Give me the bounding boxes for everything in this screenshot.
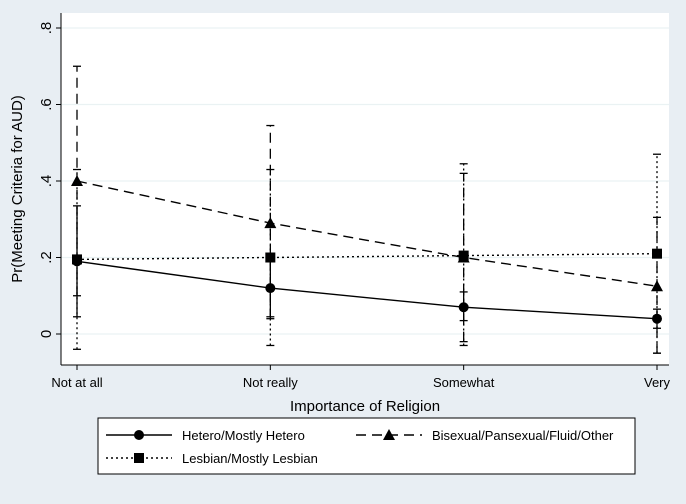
y-tick-label: 0 [38, 330, 55, 338]
data-point [651, 280, 663, 292]
x-tick-label: Not at all [51, 375, 102, 390]
series-lines [76, 180, 658, 320]
legend-label: Hetero/Mostly Hetero [182, 428, 305, 443]
legend-item: Bisexual/Pansexual/Fluid/Other [356, 428, 614, 443]
error-bar [73, 168, 81, 350]
grid [61, 27, 669, 335]
series-line [76, 180, 658, 287]
x-tick-label: Somewhat [433, 375, 495, 390]
data-point [458, 250, 469, 261]
series-line [76, 260, 658, 320]
legend-item: Hetero/Mostly Hetero [106, 428, 305, 443]
data-point [72, 254, 82, 265]
series-line [76, 252, 658, 261]
legend: Hetero/Mostly Hetero Bisexual/Pansexual/F… [97, 417, 636, 475]
data-point [265, 252, 276, 263]
axes: 0 .2 .4 .6 .8 Not at all Not really Somewhat Ver… [38, 13, 671, 390]
data-point [652, 248, 662, 259]
error-bar [266, 168, 275, 347]
legend-marker [134, 430, 144, 440]
y-tick-label: .6 [38, 98, 55, 111]
x-tick-label: Very [644, 375, 671, 390]
data-point [264, 217, 277, 229]
y-tick-label: .4 [38, 175, 55, 188]
legend-marker [134, 453, 144, 463]
error-bar [653, 153, 661, 354]
legend-box [97, 417, 636, 475]
legend-label: Bisexual/Pansexual/Fluid/Other [432, 428, 614, 443]
plot-area [61, 13, 669, 365]
y-axis-title: Pr(Meeting Criteria for AUD) [9, 95, 26, 283]
series-markers [71, 175, 663, 324]
legend-label: Lesbian/Mostly Lesbian [182, 451, 318, 466]
data-point [265, 283, 276, 294]
x-axis-title: Importance of Religion [290, 398, 440, 415]
legend-item: Lesbian/Mostly Lesbian [106, 451, 318, 466]
data-point [652, 313, 662, 324]
legend-marker [383, 429, 395, 440]
data-point [71, 175, 83, 186]
y-tick-label: .8 [38, 22, 55, 35]
x-tick-label: Not really [243, 375, 298, 390]
y-tick-label: .2 [38, 251, 55, 264]
data-point [458, 302, 469, 313]
